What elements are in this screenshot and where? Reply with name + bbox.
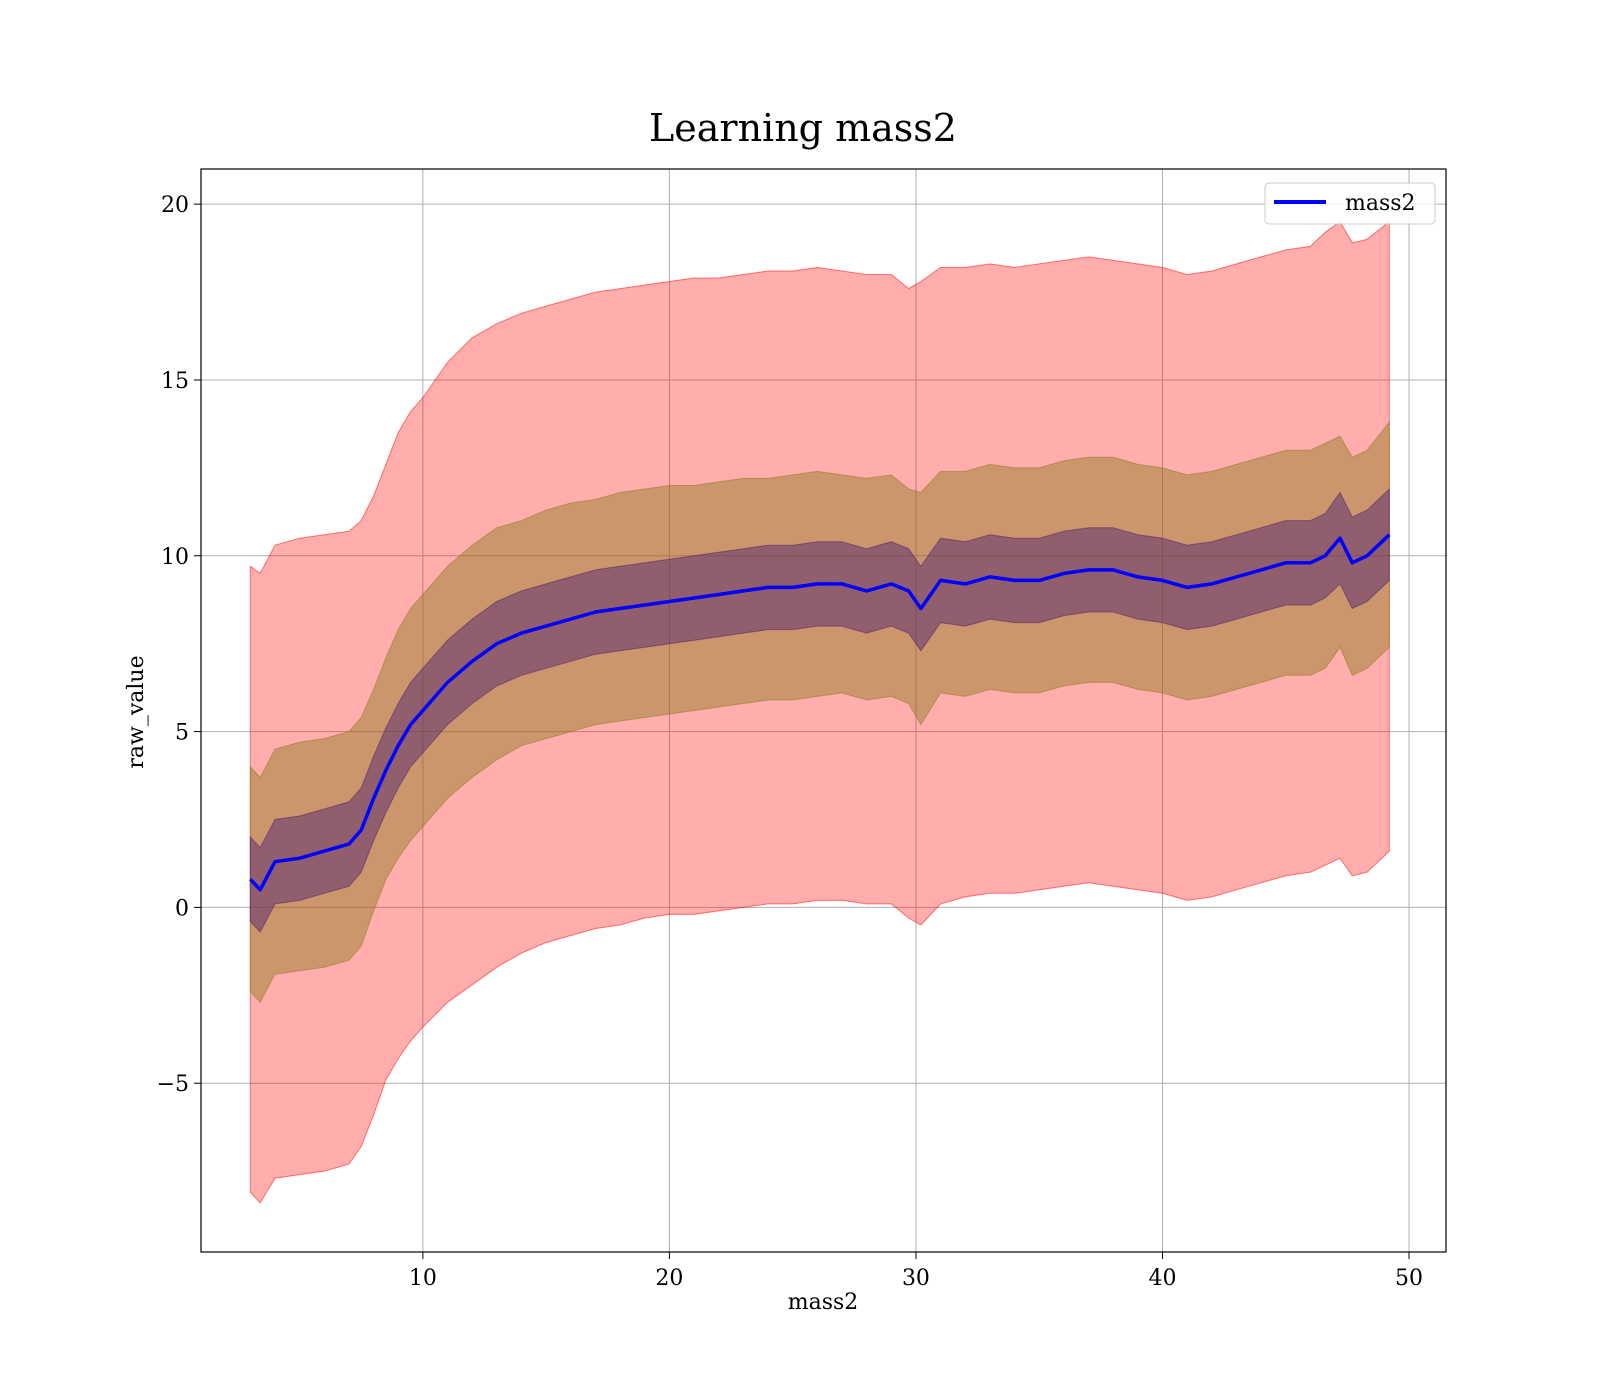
series-line: [249, 533, 1391, 892]
x-tick-label: 40: [1148, 1266, 1176, 1291]
confidence-band: [249, 487, 1390, 933]
y-tick-label: 5: [175, 721, 189, 746]
x-tick-label: 30: [902, 1266, 930, 1291]
y-axis-label: raw_value: [124, 655, 149, 768]
axis-ticks: 10 20 30 40 50 −5 0 5 10 15 20: [157, 193, 1423, 1291]
confidence-bands: [249, 220, 1390, 1204]
series-lines: [249, 533, 1391, 892]
x-axis-label: mass2: [788, 1290, 859, 1315]
y-tick-label: −5: [157, 1072, 189, 1097]
confidence-band: [249, 220, 1390, 1204]
x-tick-label: 10: [409, 1266, 437, 1291]
plot-frame: [200, 168, 1447, 1253]
legend: mass2: [1264, 182, 1436, 225]
y-tick-label: 20: [161, 193, 189, 218]
y-tick-label: 15: [161, 369, 189, 394]
y-tick-label: 0: [175, 896, 189, 921]
y-tick-label: 10: [161, 545, 189, 570]
chart-title: Learning mass2: [649, 106, 957, 150]
x-tick-label: 50: [1395, 1266, 1423, 1291]
confidence-band: [249, 420, 1390, 1004]
x-tick-label: 20: [655, 1266, 683, 1291]
legend-box: [1264, 182, 1436, 225]
legend-label: mass2: [1345, 191, 1416, 216]
